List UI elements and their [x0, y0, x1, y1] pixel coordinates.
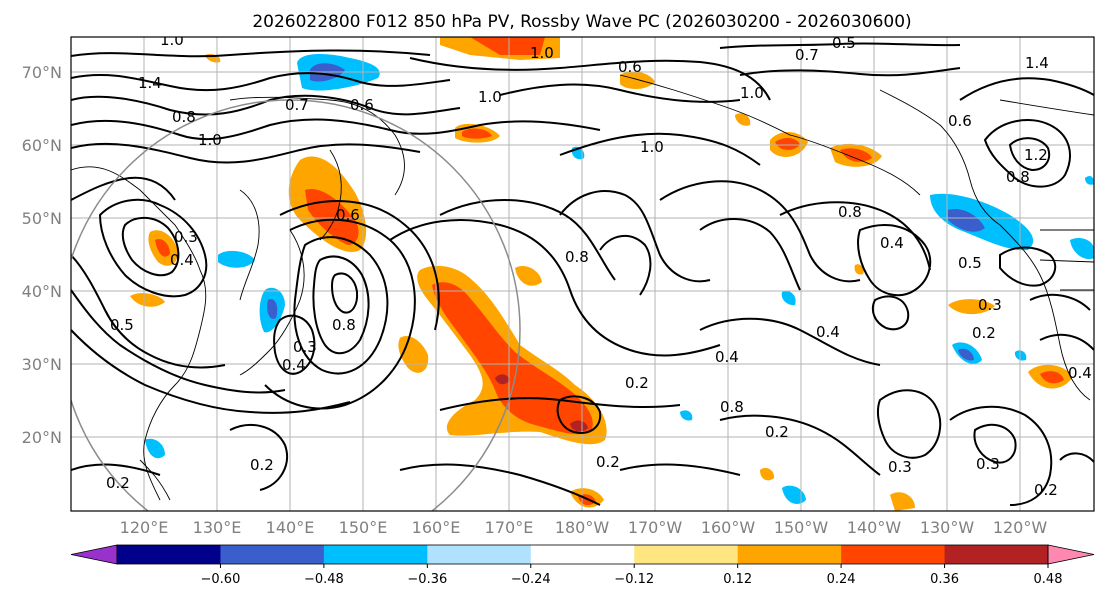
lon-label: 150°E — [339, 518, 388, 537]
lat-label: 20°N — [22, 428, 62, 447]
contour-label: 0.8 — [838, 203, 862, 221]
figure-title: 2026022800 F012 850 hPa PV, Rossby Wave … — [252, 12, 911, 32]
contour-label: 1.4 — [138, 74, 162, 92]
colorbar-swatch — [944, 545, 1049, 564]
contour-label: 0.4 — [715, 348, 739, 366]
contour-label: 0.4 — [1068, 364, 1092, 382]
contour-labels: 1.0 1.4 0.8 0.7 1.0 0.6 0.5 0.7 1.0 0.6 … — [106, 31, 1092, 499]
contour-label: 1.0 — [478, 88, 502, 106]
colorbar-tick-label: 0.12 — [723, 572, 752, 587]
contour-label: 0.2 — [250, 456, 274, 474]
contour-label: 0.6 — [350, 96, 374, 114]
contour-label: 0.2 — [106, 474, 130, 492]
contour-label: 0.5 — [110, 316, 134, 334]
contour-label: 0.8 — [720, 398, 744, 416]
colorbar-swatch — [323, 545, 428, 564]
contour-label: 0.2 — [596, 453, 620, 471]
contour-label: 0.4 — [816, 323, 840, 341]
contour-label: 0.2 — [625, 374, 649, 392]
contour-label: 0.3 — [888, 458, 912, 476]
coastlines — [71, 74, 1094, 501]
lon-label: 130°E — [193, 518, 242, 537]
contour-label: 0.8 — [172, 108, 196, 126]
colorbar-swatch — [220, 545, 325, 564]
contour-label: 0.2 — [972, 324, 996, 342]
colorbar-tick-label: −0.36 — [407, 572, 447, 587]
contour-label: 1.0 — [740, 84, 764, 102]
contour-label: 1.0 — [160, 31, 184, 49]
contour-label: 0.3 — [976, 455, 1000, 473]
latitude-labels: 70°N 60°N 50°N 40°N 30°N 20°N — [22, 63, 62, 447]
colorbar-swatch — [737, 545, 842, 564]
contour-label: 0.3 — [174, 228, 198, 246]
map-frame — [70, 36, 1095, 512]
contour-label: 1.2 — [1024, 146, 1048, 164]
highlight-circle — [71, 99, 521, 511]
lon-label: 120°W — [993, 518, 1048, 537]
colorbar-tick-label: 0.36 — [930, 572, 959, 587]
lat-label: 30°N — [22, 355, 62, 374]
colorbar-tick-label: −0.60 — [201, 572, 241, 587]
contour-label: 0.4 — [880, 234, 904, 252]
graticule — [71, 37, 1094, 511]
colorbar-tick-label: −0.48 — [304, 572, 344, 587]
contour-label: 1.4 — [1025, 54, 1049, 72]
colorbar-under-arrow — [70, 544, 118, 565]
contour-label: 0.5 — [958, 254, 982, 272]
contour-label: 0.6 — [618, 58, 642, 76]
colorbar: −0.60 −0.48 −0.36 −0.24 −0.12 0.12 0.24 0.36 0.4… — [70, 544, 1095, 587]
contour-label: 0.6 — [948, 112, 972, 130]
contour-label: 0.2 — [1034, 481, 1058, 499]
lat-label: 60°N — [22, 136, 62, 155]
lon-label: 160°W — [701, 518, 756, 537]
contour-label: 0.8 — [332, 316, 356, 334]
contour-label: 0.8 — [1006, 168, 1030, 186]
contour-label: 0.2 — [765, 423, 789, 441]
longitude-labels: 120°E 130°E 140°E 150°E 160°E 170°E 180°… — [120, 518, 1048, 537]
lon-label: 160°E — [412, 518, 461, 537]
lon-label: 120°E — [120, 518, 169, 537]
lat-label: 40°N — [22, 282, 62, 301]
colorbar-frame — [116, 544, 1049, 565]
colorbar-swatch — [841, 545, 946, 564]
lon-label: 130°W — [920, 518, 975, 537]
contour-label: 1.0 — [198, 131, 222, 149]
contour-label: 0.7 — [795, 46, 819, 64]
colorbar-tick-label: −0.24 — [511, 572, 551, 587]
lat-label: 70°N — [22, 63, 62, 82]
pv-contours — [71, 42, 1094, 506]
contour-label: 0.4 — [282, 356, 306, 374]
colorbar-swatch — [117, 545, 221, 564]
lon-label: 180°W — [555, 518, 610, 537]
lon-label: 170°W — [628, 518, 683, 537]
contour-label: 0.8 — [565, 248, 589, 266]
colorbar-swatch — [530, 545, 635, 564]
contour-label: 0.7 — [285, 96, 309, 114]
contour-label: 0.3 — [293, 338, 317, 356]
colorbar-tick-label: 0.24 — [827, 572, 856, 587]
colorbar-tick-label: 0.48 — [1034, 572, 1063, 587]
contour-label: 1.0 — [640, 138, 664, 156]
map-panel: 1.0 1.4 0.8 0.7 1.0 0.6 0.5 0.7 1.0 0.6 … — [70, 31, 1095, 512]
contour-label: 0.6 — [336, 206, 360, 224]
lon-label: 170°E — [485, 518, 534, 537]
lon-label: 150°W — [774, 518, 829, 537]
lon-label: 140°E — [266, 518, 315, 537]
colorbar-swatch — [634, 545, 739, 564]
colorbar-tick-label: −0.12 — [614, 572, 654, 587]
contour-label: 0.3 — [978, 296, 1002, 314]
colorbar-swatch — [427, 545, 532, 564]
contour-label: 0.5 — [832, 34, 856, 52]
lat-label: 50°N — [22, 209, 62, 228]
colorbar-over-arrow — [1047, 544, 1095, 565]
contour-label: 0.4 — [170, 251, 194, 269]
contour-label: 1.0 — [530, 44, 554, 62]
lon-label: 140°W — [847, 518, 902, 537]
